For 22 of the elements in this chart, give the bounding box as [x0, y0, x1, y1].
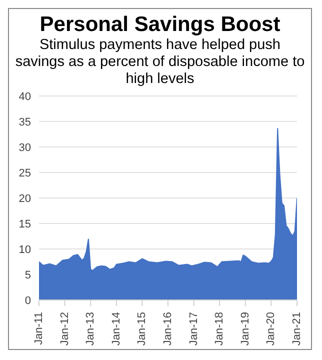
x-tick-label: Jan-20 [265, 312, 278, 346]
x-tick-label: Jan-13 [84, 312, 97, 346]
y-tick-label: 20 [18, 192, 31, 205]
y-tick-label: 25 [18, 167, 31, 180]
x-tick-label: Jan-12 [58, 312, 71, 346]
y-tick-label: 35 [18, 116, 31, 128]
chart-title: Personal Savings Boost [38, 13, 282, 37]
x-tick-label: Jan-19 [239, 312, 252, 346]
x-tick-label: Jan-15 [136, 312, 148, 346]
y-tick-label: 10 [18, 244, 31, 256]
x-tick-label: Jan-11 [33, 312, 45, 345]
y-tick-label: 40 [18, 90, 31, 103]
chart-subtitle: Stimulus payments have helped push savings as a percent of disposable income to high levels [14, 37, 306, 88]
x-tick-label: Jan-17 [188, 312, 200, 346]
y-tick-label: 5 [24, 269, 31, 282]
x-tick-label: Jan-14 [110, 312, 122, 346]
y-tick-label: 0 [24, 294, 31, 307]
y-tick-label: 15 [18, 218, 31, 230]
x-tick-label: Jan-16 [162, 312, 174, 346]
x-tick-label: Jan-21 [291, 312, 303, 346]
y-tick-label: 30 [18, 142, 31, 154]
x-tick-label: Jan-18 [214, 312, 226, 346]
